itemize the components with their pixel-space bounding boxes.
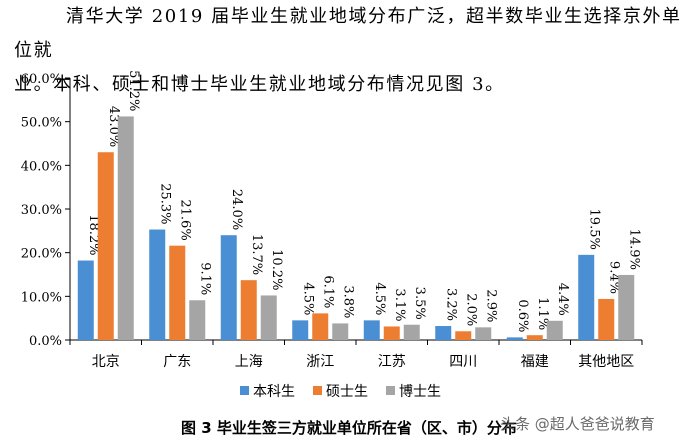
data-label: 21.6% xyxy=(177,199,192,240)
bar xyxy=(578,254,595,340)
bar xyxy=(77,260,94,340)
intro-paragraph: 清华大学 2019 届毕业生就业地域分布广泛，超半数毕业生选择京外单位就 业。本… xyxy=(14,0,690,102)
bar xyxy=(475,327,492,340)
bar xyxy=(189,300,206,340)
x-tick-label: 福建 xyxy=(521,354,549,370)
legend-label: 硕士生 xyxy=(326,384,368,400)
bar xyxy=(506,337,523,340)
bar xyxy=(383,326,400,340)
data-label: 4.5% xyxy=(300,282,315,315)
bar xyxy=(240,280,257,340)
data-label: 2.9% xyxy=(483,289,498,322)
bar xyxy=(260,295,277,340)
x-tick-label: 广东 xyxy=(163,354,191,370)
figure-caption: 图 3 毕业生签三方就业单位所在省（区、市）分布 xyxy=(181,419,517,437)
bar xyxy=(149,229,166,340)
x-tick-label: 江苏 xyxy=(378,354,406,370)
y-tick-label: 40.0% xyxy=(21,159,62,174)
data-label: 24.0% xyxy=(229,189,244,230)
data-label: 25.3% xyxy=(157,183,172,224)
bar xyxy=(312,313,329,340)
data-label: 4.4% xyxy=(555,283,570,316)
data-label: 0.6% xyxy=(515,299,530,332)
bar xyxy=(526,335,543,340)
x-tick-label: 北京 xyxy=(92,354,120,370)
data-label: 3.2% xyxy=(443,288,458,321)
data-label: 6.1% xyxy=(320,275,335,308)
data-label: 18.2% xyxy=(86,214,101,255)
y-tick-label: 20.0% xyxy=(21,247,62,262)
data-label: 10.2% xyxy=(269,249,284,290)
data-label: 43.0% xyxy=(106,106,121,147)
data-label: 13.7% xyxy=(249,234,264,275)
data-label: 19.5% xyxy=(586,209,601,250)
legend-swatch xyxy=(240,386,249,395)
bar xyxy=(455,331,472,340)
data-label: 4.5% xyxy=(372,282,387,315)
y-tick-label: 10.0% xyxy=(21,290,62,305)
x-tick-label: 四川 xyxy=(449,354,477,370)
bar xyxy=(117,116,134,340)
bar xyxy=(292,320,309,340)
data-label: 3.1% xyxy=(392,288,407,321)
data-label: 9.1% xyxy=(197,262,212,295)
bar xyxy=(618,274,635,340)
data-label: 14.9% xyxy=(626,229,641,270)
legend-label: 本科生 xyxy=(253,384,295,400)
intro-line-2: 业。本科、硕士和博士毕业生就业地域分布情况见图 3。 xyxy=(14,74,505,95)
bar xyxy=(97,152,114,340)
legend-label: 博士生 xyxy=(399,383,441,400)
bar xyxy=(363,320,380,340)
data-label: 3.5% xyxy=(412,287,427,320)
data-label: 9.4% xyxy=(606,261,621,294)
bar xyxy=(169,245,186,340)
data-label: 3.8% xyxy=(340,285,355,318)
data-label: 1.1% xyxy=(535,297,550,330)
bar xyxy=(332,323,349,340)
intro-line-1: 清华大学 2019 届毕业生就业地域分布广泛，超半数毕业生选择京外单位就 xyxy=(14,6,682,61)
y-tick-label: 60.0% xyxy=(21,72,62,87)
data-label: 51.2% xyxy=(126,70,141,111)
y-tick-label: 0.0% xyxy=(29,334,62,349)
bar xyxy=(403,324,420,340)
x-tick-label: 上海 xyxy=(235,354,263,370)
bar xyxy=(435,326,452,340)
legend-swatch xyxy=(313,386,322,395)
y-tick-label: 30.0% xyxy=(21,203,62,218)
y-tick-label: 50.0% xyxy=(21,116,62,131)
x-tick-label: 浙江 xyxy=(306,354,334,370)
bar xyxy=(598,298,615,340)
bar xyxy=(220,235,237,340)
legend-swatch xyxy=(386,386,395,395)
bar xyxy=(546,320,563,340)
watermark-text: 头条 @超人爸爸说教育 xyxy=(500,415,655,433)
data-label: 2.0% xyxy=(463,293,478,326)
x-tick-label: 其他地区 xyxy=(578,354,634,370)
